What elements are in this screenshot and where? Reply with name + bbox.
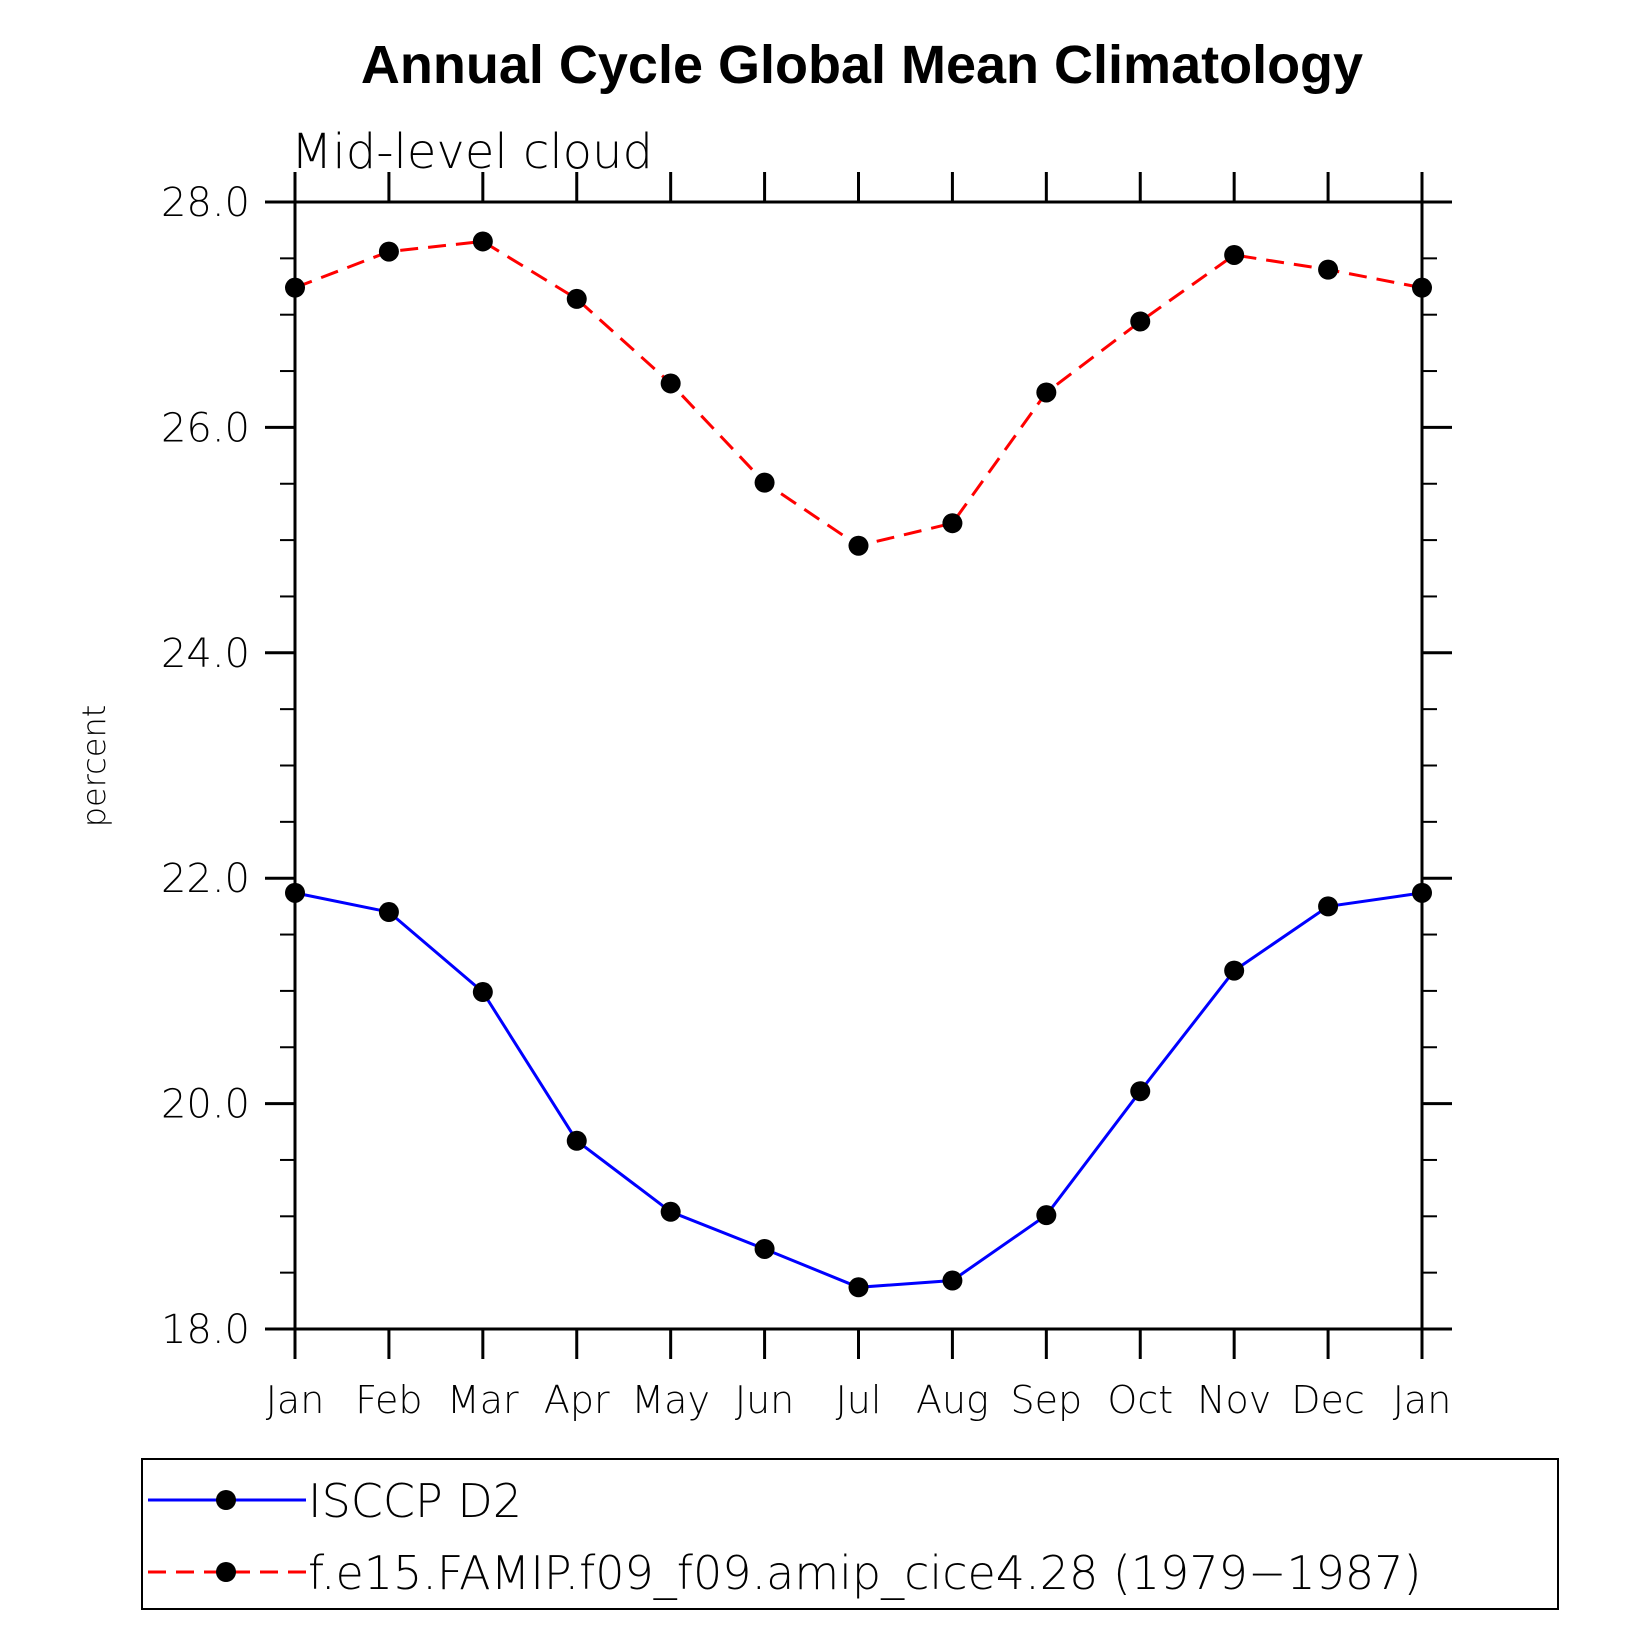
legend: ISCCP D2 f.e15.FAMIP.f09_f09.amip_cice4.…	[141, 1458, 1559, 1610]
data-point-series-0	[660, 1201, 681, 1222]
y-tick-labels: 18.0 20.0 22.0 24.0 26.0 28.0	[161, 180, 250, 1353]
series-line-1	[294, 239, 1423, 548]
y-tick-label: 18.0	[161, 1307, 250, 1353]
x-tick-label: Jan	[1393, 1378, 1452, 1422]
data-point-series-0	[472, 982, 493, 1003]
x-tick-label: Jun	[735, 1378, 794, 1422]
y-tick-label: 22.0	[161, 856, 250, 902]
data-point-series-1	[754, 472, 775, 493]
data-point-series-1	[1036, 382, 1057, 403]
x-tick-label: Oct	[1107, 1378, 1173, 1422]
x-tick-label: Jan	[266, 1378, 325, 1422]
data-point-series-0	[848, 1277, 869, 1298]
x-tick-label: Jul	[836, 1378, 882, 1422]
data-point-series-1	[285, 277, 305, 298]
data-point-series-0	[1130, 1081, 1151, 1102]
data-point-series-1	[942, 513, 963, 534]
data-point-series-1	[566, 288, 587, 309]
data-point-series-0	[566, 1130, 587, 1151]
data-point-series-0	[1036, 1205, 1057, 1226]
data-point-series-0	[1318, 896, 1339, 917]
legend-marker-famip	[216, 1562, 236, 1582]
data-point-series-0	[1224, 960, 1245, 981]
data-point-series-1	[1130, 311, 1151, 332]
legend-label-isccp: ISCCP D2	[308, 1474, 522, 1528]
data-point-series-1	[472, 231, 493, 252]
data-point-series-1	[660, 373, 681, 394]
x-tick-labels: Jan Feb Mar Apr May Jun Jul Aug Sep Oct Nov Dec Jan	[266, 1378, 1452, 1422]
data-point-series-1	[378, 241, 399, 262]
data-point-series-0	[378, 902, 399, 923]
plot-frame	[293, 200, 1424, 1331]
data-point-series-0	[285, 882, 305, 903]
y-axis-label: percent	[75, 705, 113, 828]
y-tick-label: 26.0	[161, 405, 250, 451]
series-line-0	[294, 891, 1423, 1289]
chart-subtitle: Mid-level cloud	[291, 124, 653, 180]
data-point-series-0	[754, 1238, 775, 1259]
y-tick-label: 28.0	[161, 180, 250, 226]
legend-marker-isccp	[216, 1490, 236, 1510]
legend-label-famip: f.e15.FAMIP.f09_f09.amip_cice4.28 (1979−…	[308, 1546, 1421, 1600]
data-point-series-1	[848, 535, 869, 556]
x-tick-label: Apr	[544, 1378, 610, 1422]
x-tick-label: Dec	[1291, 1378, 1365, 1422]
legend-box	[141, 1458, 1559, 1610]
data-point-series-1	[1224, 244, 1245, 265]
series-markers	[285, 231, 1432, 1298]
data-point-series-0	[1412, 882, 1432, 903]
data-point-series-0	[942, 1270, 963, 1291]
data-point-series-1	[1318, 259, 1339, 280]
x-tick-label: Aug	[916, 1378, 989, 1422]
x-tick-label: Feb	[355, 1378, 422, 1422]
data-point-series-1	[1412, 277, 1432, 298]
series-lines	[294, 239, 1423, 1289]
x-tick-label: Sep	[1011, 1378, 1083, 1422]
y-tick-label: 24.0	[161, 631, 250, 677]
x-tick-label: May	[631, 1378, 710, 1422]
y-tick-label: 20.0	[161, 1082, 250, 1128]
x-tick-label: Nov	[1197, 1378, 1271, 1422]
x-tick-label: Mar	[447, 1378, 519, 1422]
chart-title: Annual Cycle Global Mean Climatology	[361, 35, 1363, 95]
axes	[265, 172, 1452, 1359]
